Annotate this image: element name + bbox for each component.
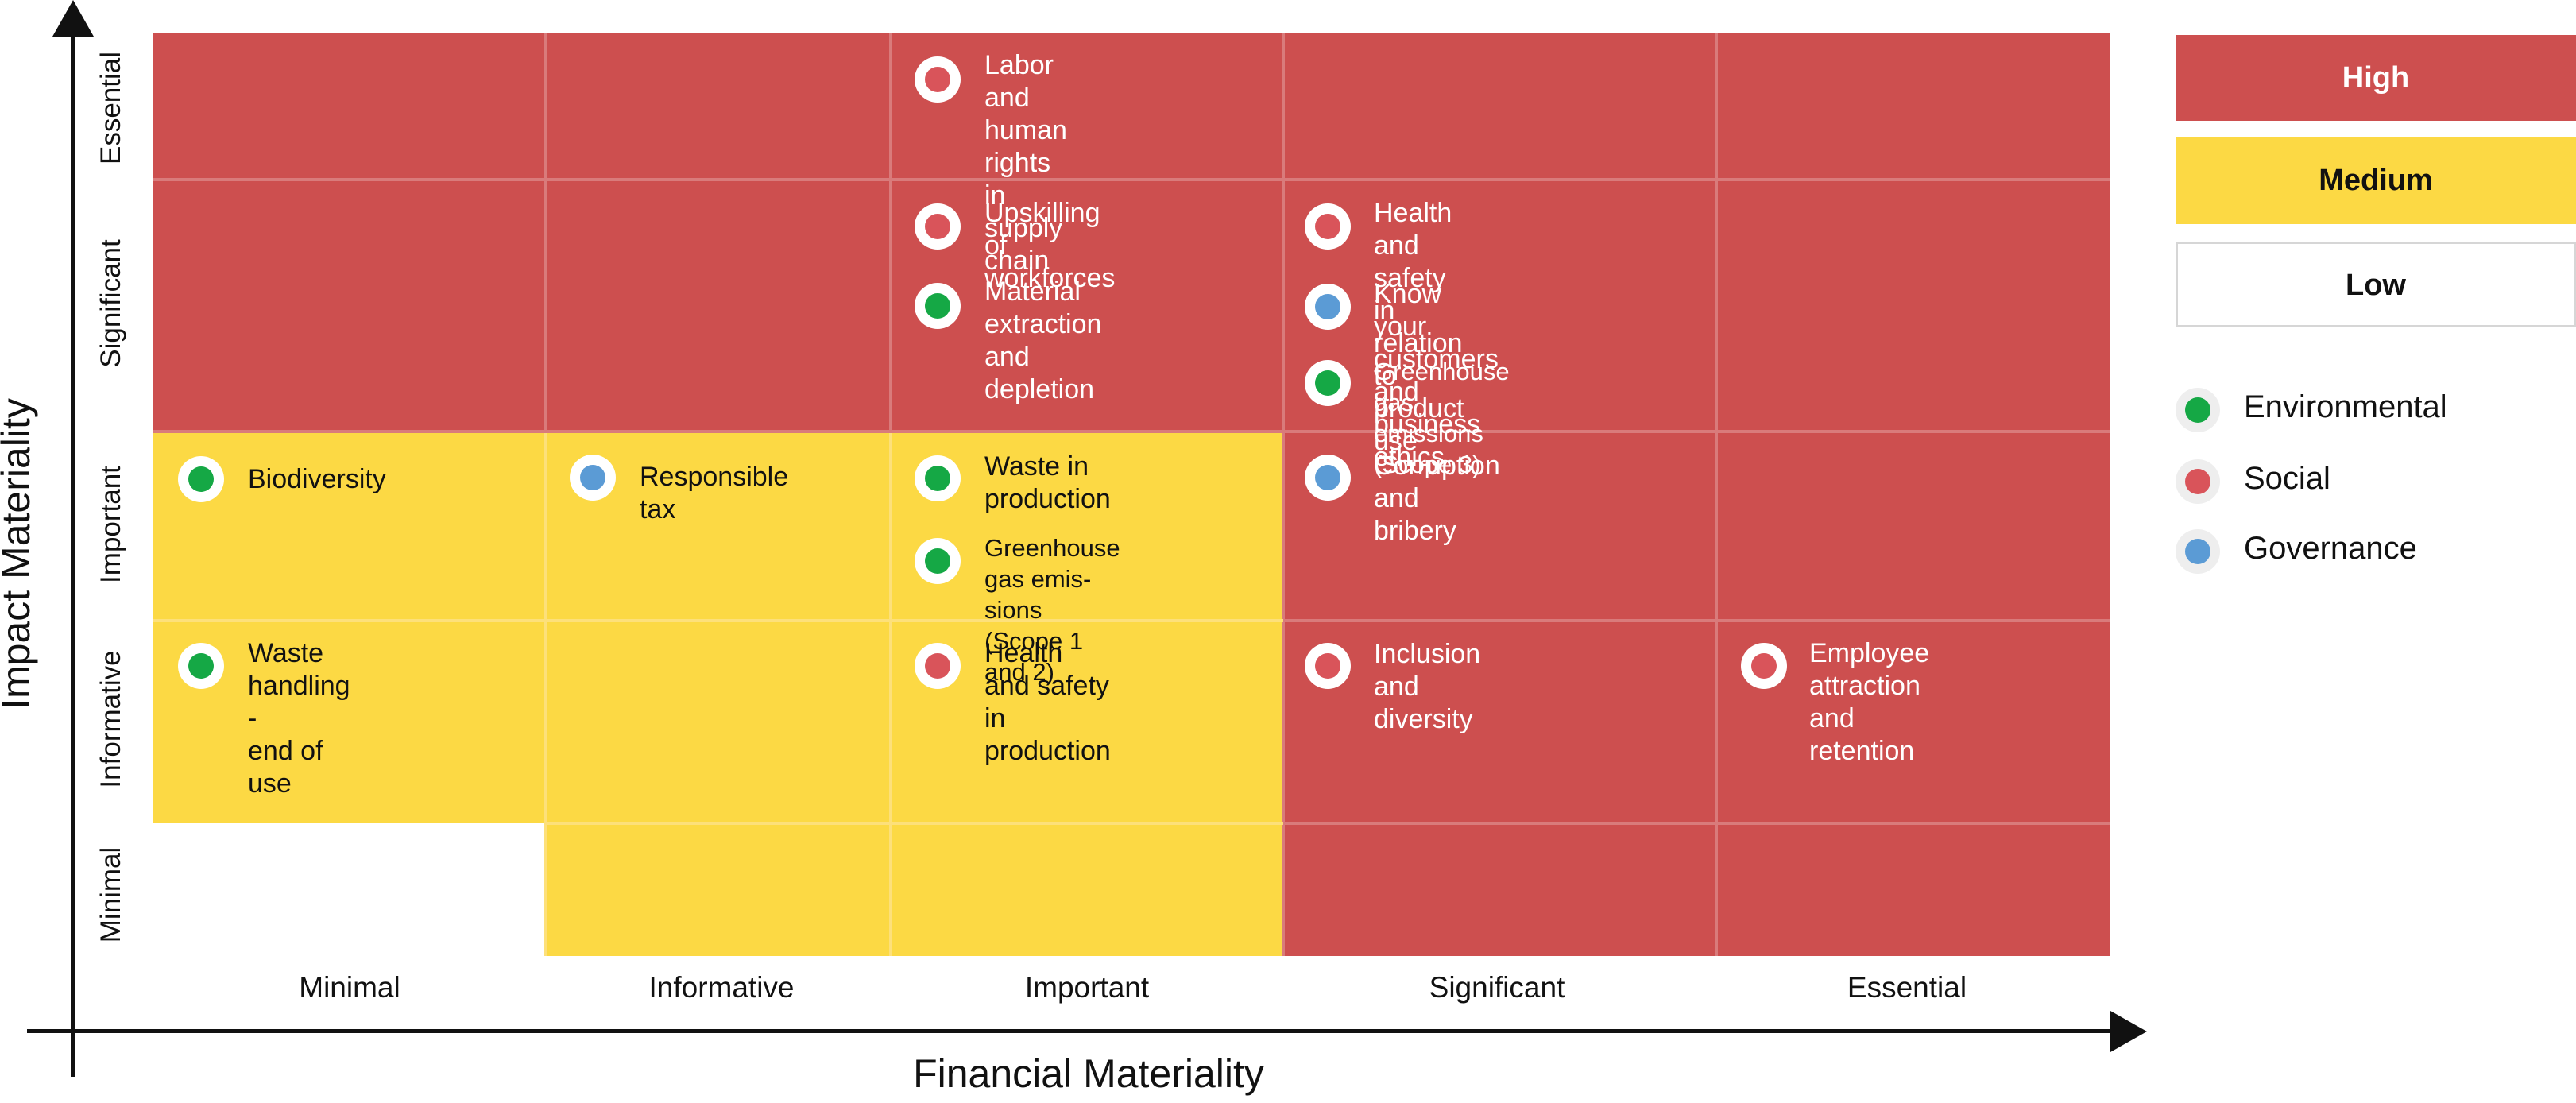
matrix-cell — [891, 33, 1283, 180]
grid-line — [889, 33, 892, 432]
matrix-cell — [1283, 823, 1716, 956]
governance-topic-icon — [570, 455, 616, 501]
grid-line — [1283, 619, 2110, 622]
topic-label-health-and-safety-in-production: Health and safety in production — [984, 638, 1111, 766]
grid-line — [1283, 822, 2110, 825]
matrix-cell — [891, 432, 1283, 621]
grid-line — [889, 432, 892, 956]
legend-environmental-label: Environmental — [2244, 389, 2447, 424]
social-topic-icon — [915, 56, 961, 103]
topic-label-responsible-tax: Responsible tax — [640, 462, 789, 524]
x-axis-title: Financial Materiality — [913, 1051, 1264, 1096]
grid-line — [544, 33, 547, 432]
y-axis-line — [71, 24, 75, 1077]
grid-line — [153, 619, 1283, 622]
matrix-cell — [153, 823, 546, 956]
topic-label-employee-attraction-and-retention: Employee attraction and retention — [1809, 638, 1930, 766]
matrix-cell — [1716, 823, 2110, 956]
y-tick-important: Important — [95, 466, 126, 583]
legend-medium-label: Medium — [2319, 164, 2433, 197]
environmental-topic-icon — [1305, 360, 1351, 406]
grid-line — [546, 822, 1283, 825]
topic-label-labor-and-human-rights-in-supply-chain: Labor and human rights in supply chain — [984, 50, 1067, 276]
topic-label-know-your-customers-and-business-ethics: Know your customers and business ethics — [1374, 279, 1499, 472]
legend-medium: Medium — [2176, 137, 2576, 224]
legend-governance-icon — [2176, 529, 2220, 574]
matrix-cell — [1283, 621, 1716, 823]
matrix-cell — [1716, 432, 2110, 621]
legend-social-icon — [2176, 459, 2220, 504]
governance-topic-icon — [1305, 284, 1351, 330]
legend-high-label: High — [2342, 61, 2410, 95]
y-axis-arrow-icon — [52, 0, 94, 37]
governance-topic-icon — [1305, 455, 1351, 501]
x-tick-informative: Informative — [648, 971, 795, 1004]
grid-line — [1282, 33, 1285, 956]
topic-label-upskilling-of-workforces: Upskilling of workforces — [984, 198, 1116, 293]
grid-line — [1715, 33, 1718, 956]
matrix-cell — [546, 180, 891, 432]
matrix-cell — [153, 432, 546, 621]
matrix-cell — [153, 33, 546, 180]
topic-label-corruption-and-bribery: Corruption and bribery — [1374, 451, 1500, 546]
x-axis-arrow-icon — [2110, 1011, 2147, 1052]
x-tick-important: Important — [1024, 971, 1150, 1004]
matrix-cell — [891, 823, 1283, 956]
matrix-cell — [1716, 33, 2110, 180]
matrix-cell — [546, 621, 891, 823]
social-topic-icon — [915, 203, 961, 250]
x-tick-essential: Essential — [1847, 971, 1967, 1004]
matrix-cell — [1283, 180, 1716, 432]
environmental-topic-icon — [915, 283, 961, 329]
matrix-cell — [1283, 33, 1716, 180]
grid-line — [153, 430, 2110, 433]
x-axis-line — [27, 1029, 2122, 1033]
social-topic-icon — [1741, 643, 1787, 689]
social-topic-icon — [915, 643, 961, 689]
matrix-cell — [153, 180, 546, 432]
matrix-cell — [546, 823, 891, 956]
topic-label-waste-in-production: Waste in production — [984, 451, 1111, 514]
topic-label-biodiversity: Biodiversity — [248, 464, 386, 494]
grid-line — [544, 432, 547, 956]
legend-environmental-icon — [2176, 388, 2220, 432]
matrix-cell — [1283, 432, 1716, 621]
matrix-cell — [1716, 180, 2110, 432]
topic-label-greenhouse-gas-emissions-scope-3: Greenhouse gas emissions (Scope 3) — [1374, 358, 1510, 478]
x-tick-significant: Significant — [1429, 971, 1565, 1004]
topic-label-waste-handling-end-of-use: Waste handling - end of use — [248, 638, 350, 799]
legend-low-label: Low — [2346, 269, 2406, 302]
topic-label-material-extraction-and-depletion: Material extraction and depletion — [984, 277, 1102, 404]
legend-governance-label: Governance — [2244, 531, 2417, 566]
topic-label-health-and-safety-in-relation-to-product-use: Health and safety in relation to product… — [1374, 198, 1464, 456]
legend-social-label: Social — [2244, 461, 2330, 496]
grid-line — [153, 178, 2110, 181]
legend-low: Low — [2176, 242, 2576, 327]
legend-high: High — [2176, 35, 2576, 121]
y-axis-title: Impact Materiality — [0, 398, 38, 710]
topic-label-greenhouse-gas-emis-sions-scope-1-and-2: Greenhouse gas emis- sions (Scope 1 and … — [984, 534, 1120, 686]
environmental-topic-icon — [178, 456, 224, 502]
environmental-topic-icon — [178, 643, 224, 689]
matrix-cell — [546, 33, 891, 180]
social-topic-icon — [1305, 643, 1351, 689]
y-tick-essential: Essential — [95, 51, 126, 165]
social-topic-icon — [1305, 203, 1351, 250]
topic-label-inclusion-and-diversity: Inclusion and diversity — [1374, 639, 1481, 734]
environmental-topic-icon — [915, 538, 961, 584]
environmental-topic-icon — [915, 455, 961, 501]
x-tick-minimal: Minimal — [299, 971, 400, 1004]
